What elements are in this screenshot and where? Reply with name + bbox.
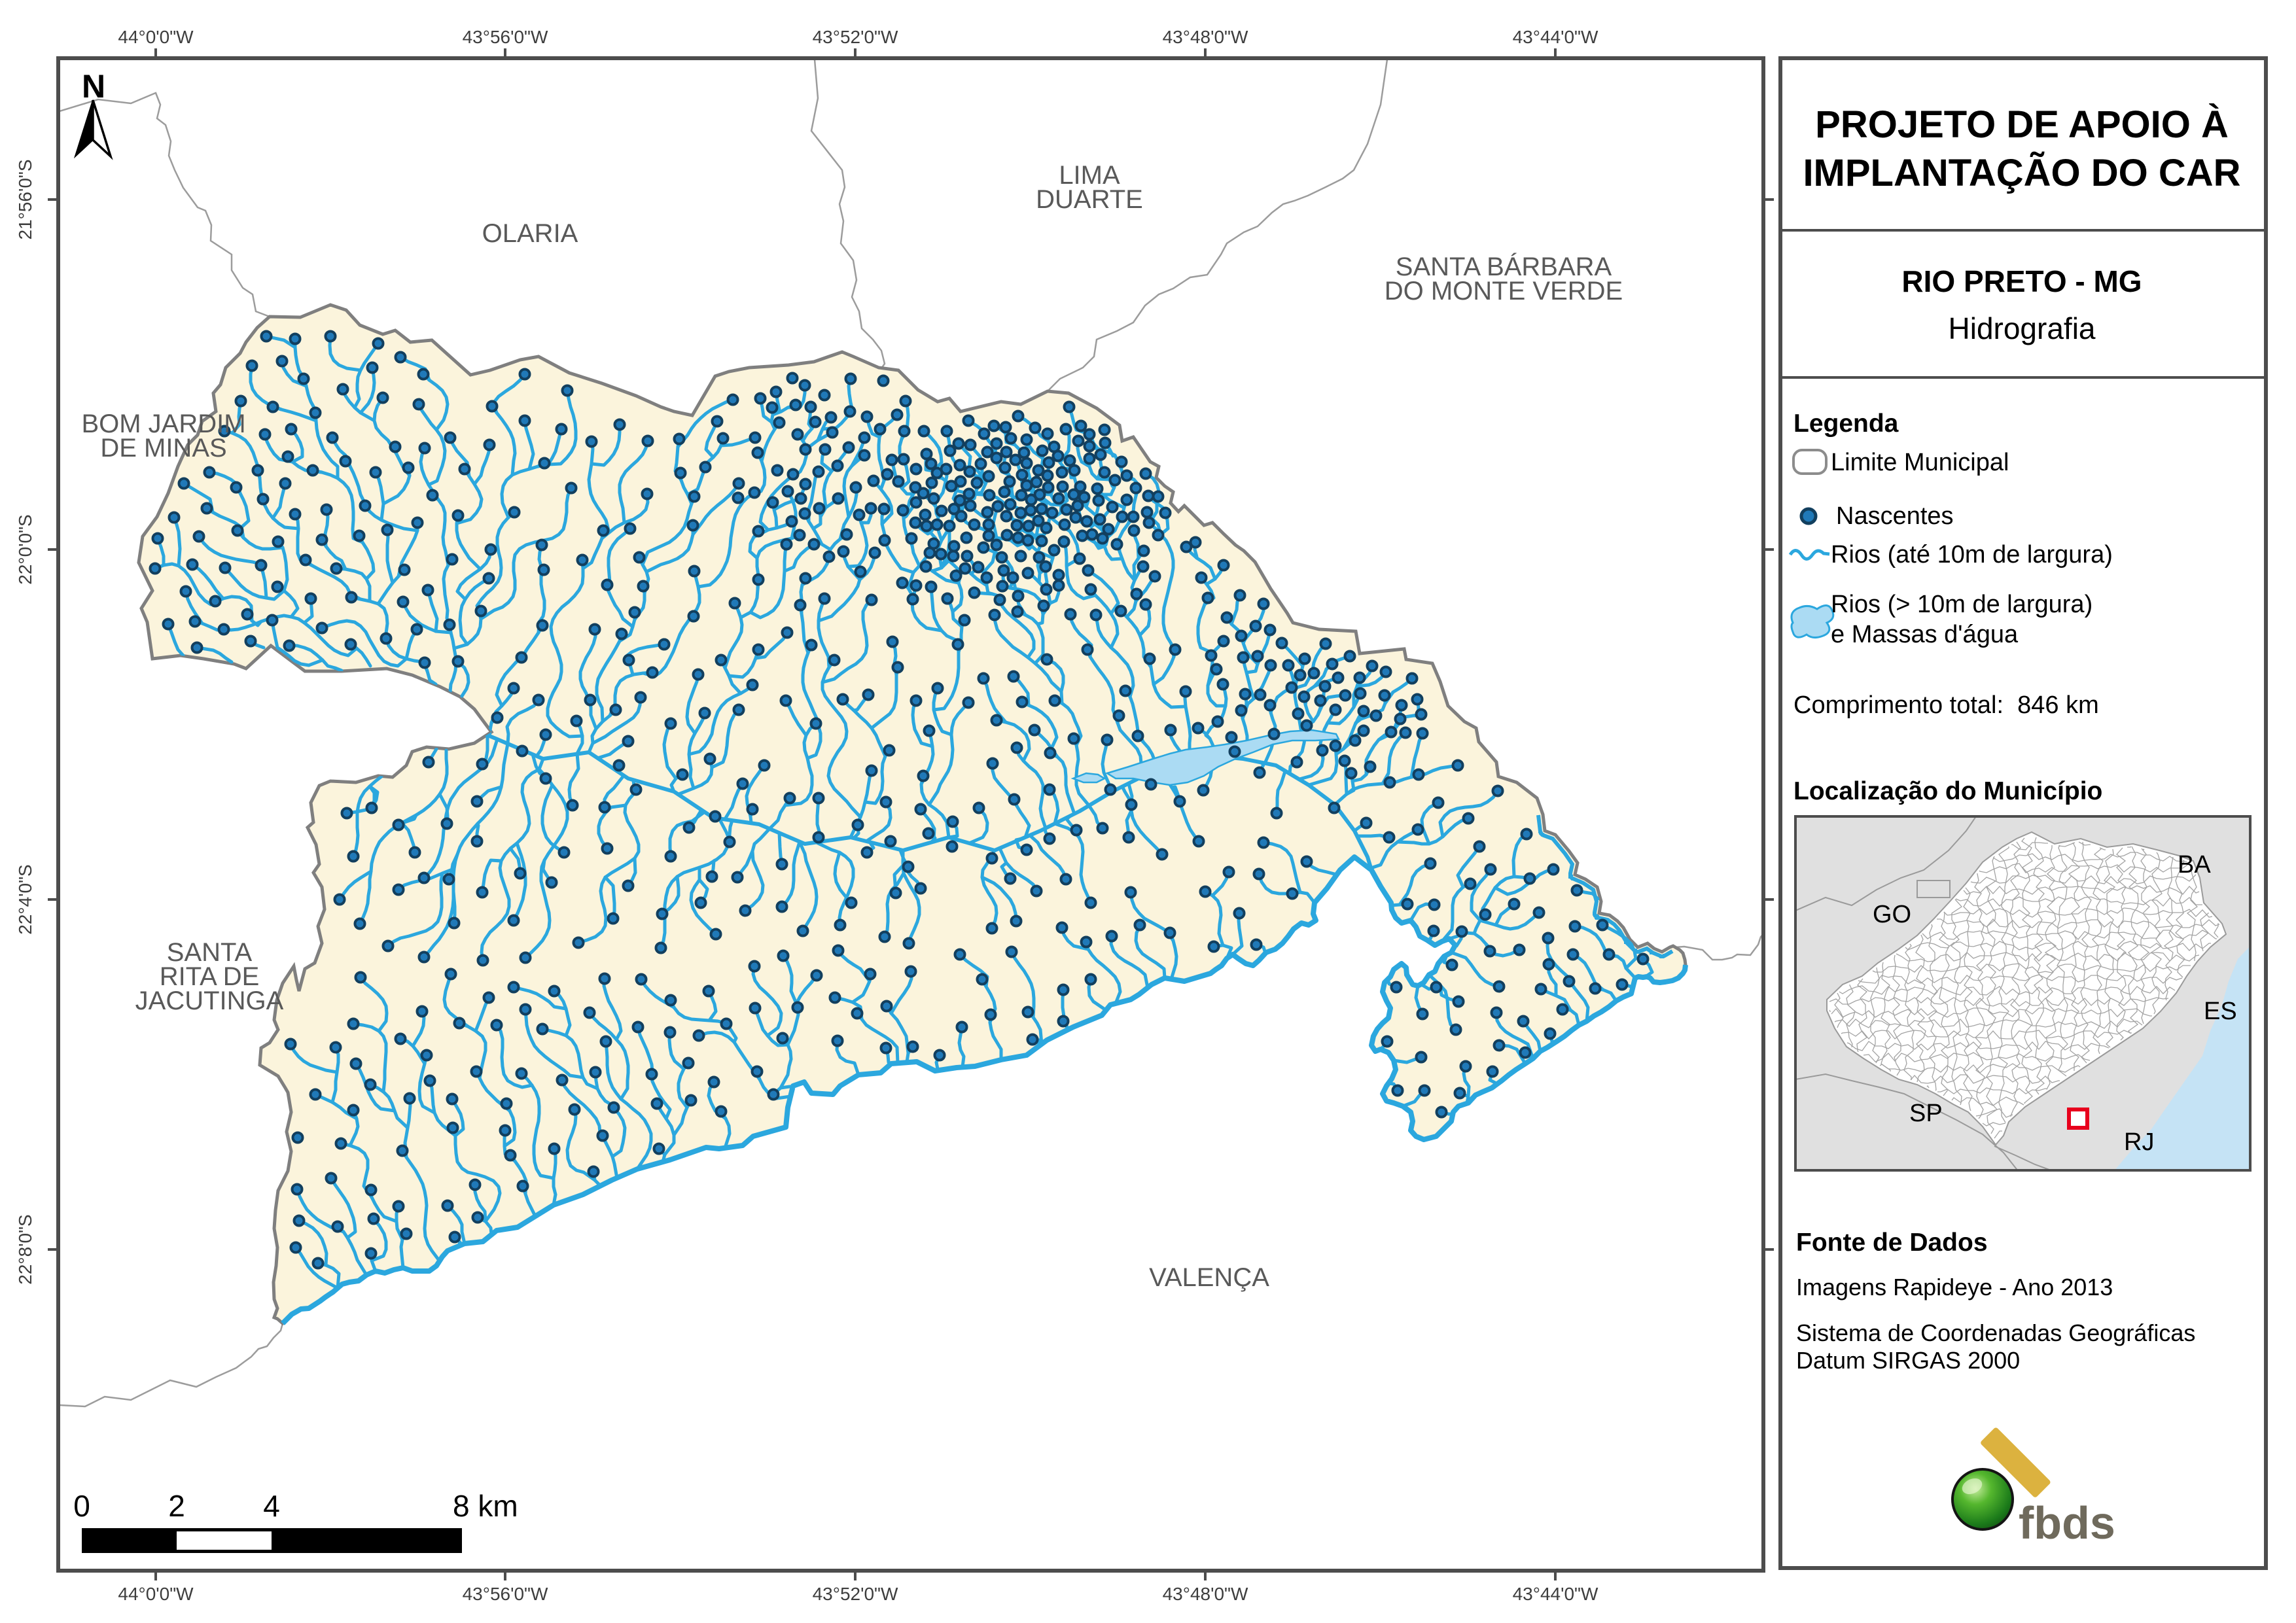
svg-text:43°56'0"W: 43°56'0"W (463, 1584, 548, 1604)
svg-text:43°48'0"W: 43°48'0"W (1163, 1584, 1248, 1604)
svg-text:22°8'0"S: 22°8'0"S (15, 1214, 35, 1284)
svg-text:DE MINAS: DE MINAS (100, 434, 226, 462)
svg-text:Datum SIRGAS 2000: Datum SIRGAS 2000 (1796, 1347, 2020, 1374)
svg-text:Hidrografia: Hidrografia (1949, 311, 2096, 345)
svg-text:4: 4 (263, 1489, 280, 1523)
svg-text:GO: GO (1873, 901, 1911, 928)
svg-text:RJ: RJ (2124, 1128, 2154, 1156)
svg-text:RIO PRETO - MG: RIO PRETO - MG (1901, 264, 2142, 298)
svg-text:Legenda: Legenda (1793, 410, 1899, 438)
svg-text:VALENÇA: VALENÇA (1149, 1263, 1269, 1292)
svg-text:22°4'0"S: 22°4'0"S (15, 864, 35, 934)
svg-text:RITA DE: RITA DE (160, 962, 260, 991)
svg-text:Fonte de Dados: Fonte de Dados (1796, 1229, 1988, 1257)
svg-text:SANTA: SANTA (167, 938, 253, 967)
svg-text:SP: SP (1909, 1100, 1943, 1127)
svg-text:fbds: fbds (2019, 1497, 2115, 1548)
svg-text:43°44'0"W: 43°44'0"W (1513, 1584, 1598, 1604)
svg-text:8 km: 8 km (453, 1489, 518, 1523)
svg-text:Localização do Município: Localização do Município (1793, 777, 2102, 805)
svg-text:43°48'0"W: 43°48'0"W (1163, 27, 1248, 47)
svg-text:Nascentes: Nascentes (1836, 502, 1954, 530)
svg-text:JACUTINGA: JACUTINGA (135, 986, 284, 1015)
svg-text:BA: BA (2178, 851, 2211, 879)
svg-text:DO MONTE VERDE: DO MONTE VERDE (1385, 277, 1623, 305)
svg-text:44°0'0"W: 44°0'0"W (118, 27, 194, 47)
svg-text:ES: ES (2204, 998, 2237, 1025)
svg-text:0: 0 (73, 1489, 90, 1523)
svg-text:Imagens Rapideye - Ano 2013: Imagens Rapideye - Ano 2013 (1796, 1274, 2113, 1300)
svg-text:44°0'0"W: 44°0'0"W (118, 1584, 194, 1604)
svg-text:43°52'0"W: 43°52'0"W (813, 27, 898, 47)
svg-text:OLARIA: OLARIA (482, 219, 578, 248)
svg-text:PROJETO DE APOIO À: PROJETO DE APOIO À (1815, 103, 2229, 146)
svg-text:Sistema de Coordenadas Geográf: Sistema de Coordenadas Geográficas (1796, 1319, 2195, 1346)
svg-text:2: 2 (168, 1489, 185, 1523)
svg-text:22°0'0"S: 22°0'0"S (15, 514, 35, 584)
svg-text:21°56'0"S: 21°56'0"S (15, 159, 35, 239)
svg-text:Comprimento total: 846 km: Comprimento total: 846 km (1793, 691, 2099, 719)
svg-text:43°52'0"W: 43°52'0"W (813, 1584, 898, 1604)
svg-text:Rios (até 10m de largura): Rios (até 10m de largura) (1831, 541, 2113, 568)
svg-text:IMPLANTAÇÃO DO CAR: IMPLANTAÇÃO DO CAR (1803, 152, 2240, 194)
svg-text:BOM JARDIM: BOM JARDIM (81, 410, 245, 438)
svg-text:SANTA BÁRBARA: SANTA BÁRBARA (1396, 252, 1612, 281)
svg-text:e Massas d'água: e Massas d'água (1831, 621, 2019, 648)
svg-text:43°56'0"W: 43°56'0"W (463, 27, 548, 47)
svg-text:DUARTE: DUARTE (1036, 185, 1143, 214)
svg-text:Limite Municipal: Limite Municipal (1831, 449, 2009, 476)
svg-text:Rios (> 10m de largura): Rios (> 10m de largura) (1831, 591, 2093, 618)
svg-text:LIMA: LIMA (1059, 161, 1120, 190)
svg-text:43°44'0"W: 43°44'0"W (1513, 27, 1598, 47)
svg-text:N: N (82, 68, 105, 105)
